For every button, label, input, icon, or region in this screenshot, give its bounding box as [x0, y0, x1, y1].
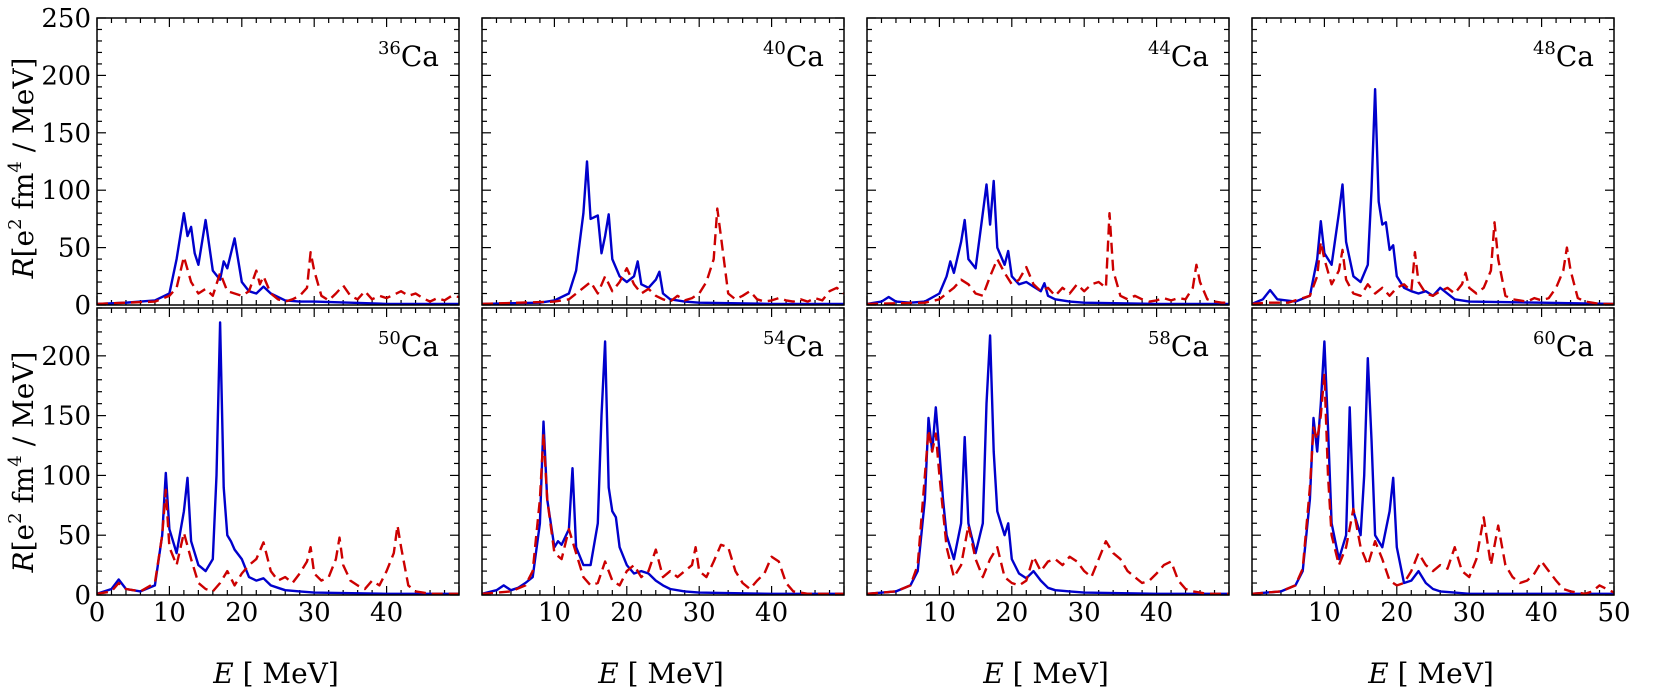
series-line-solid: [1251, 87, 1615, 306]
panel-frame: [96, 17, 460, 306]
y-tick-label: 250: [41, 4, 91, 34]
x-axis-label-3: E [ MeV]: [982, 657, 1109, 690]
series-line-solid: [481, 340, 844, 595]
y-tick-label: 100: [41, 461, 91, 491]
panel-40ca: 40Ca: [481, 17, 845, 306]
nucleus-label: 40Ca: [763, 38, 824, 73]
x-tick-label: 40: [1140, 598, 1173, 628]
series-line-solid: [1251, 340, 1614, 595]
x-tick-label: 30: [1453, 598, 1486, 628]
x-axis-label-4: E [ MeV]: [1367, 657, 1494, 690]
y-axis-label-top: R[e2 fm4 / MeV]: [5, 58, 40, 280]
panel-60ca: 10 20 30 40 50 60Ca: [1251, 307, 1631, 628]
nucleus-label: 44Ca: [1148, 38, 1209, 73]
series-line-solid: [96, 211, 459, 306]
nucleus-label: 58Ca: [1148, 328, 1209, 363]
y-tick-label: 100: [41, 176, 91, 206]
panel-frame: [96, 307, 460, 596]
y-tick-label: 150: [41, 119, 91, 149]
series-line-dashed: [481, 207, 845, 306]
y-axis-label-bottom: R[e2 fm4 / MeV]: [5, 352, 40, 574]
x-tick-label: 20: [610, 598, 643, 628]
x-tick-label: 20: [995, 598, 1028, 628]
y-tick-label: 200: [41, 61, 91, 91]
y-tick-label: 0: [74, 291, 91, 321]
x-tick-label: 50: [1597, 598, 1630, 628]
x-tick-label: 10: [923, 598, 956, 628]
x-tick-label: 10: [153, 598, 186, 628]
x-tick-label: 30: [683, 598, 716, 628]
series-line-dashed: [866, 211, 1229, 306]
x-axis-label-2: E [ MeV]: [597, 657, 724, 690]
x-tick-label: 40: [1525, 598, 1558, 628]
series-line-dashed: [866, 428, 1229, 595]
nucleus-label: 60Ca: [1533, 328, 1594, 363]
series-line-solid: [96, 321, 459, 595]
svg-text:R[e2 fm4 / MeV]: R[e2 fm4 / MeV]: [5, 58, 40, 280]
x-tick-label: 30: [1068, 598, 1101, 628]
series-line-dashed: [481, 432, 844, 595]
panel-frame: [481, 307, 845, 596]
nucleus-label: 48Ca: [1533, 38, 1594, 73]
y-tick-label: 150: [41, 402, 91, 432]
x-tick-label: 40: [370, 598, 403, 628]
x-tick-label: 10: [1308, 598, 1341, 628]
panel-54ca: 10 20 30 40 54Ca: [481, 307, 845, 628]
series-line-dashed: [1251, 221, 1614, 306]
panel-frame: [866, 307, 1230, 596]
x-tick-label: 20: [225, 598, 258, 628]
x-tick-label: 40: [755, 598, 788, 628]
nucleus-label: 50Ca: [378, 328, 439, 363]
nucleus-label: 54Ca: [763, 328, 824, 363]
panel-frame: [1251, 307, 1615, 596]
x-axis-label-1: E [ MeV]: [212, 657, 339, 690]
series-line-solid: [481, 160, 844, 306]
panel-48ca: 48Ca: [1251, 17, 1615, 306]
panel-frame: [866, 17, 1230, 306]
series-line-dashed: [96, 488, 459, 595]
panel-44ca: 44Ca: [866, 17, 1230, 306]
series-line-dashed: [96, 250, 460, 306]
y-tick-label: 200: [41, 342, 91, 372]
nucleus-label: 36Ca: [378, 38, 439, 73]
series-line-dashed: [1251, 372, 1615, 595]
y-tick-label: 50: [58, 521, 91, 551]
x-tick-label: 10: [538, 598, 571, 628]
svg-text:R[e2 fm4 / MeV]: R[e2 fm4 / MeV]: [5, 352, 40, 574]
y-tick-label: 50: [58, 234, 91, 264]
x-tick-label: 0: [89, 598, 106, 628]
panel-frame: [481, 17, 845, 306]
series-line-solid: [866, 179, 1229, 306]
panel-58ca: 10 20 30 40 58Ca: [866, 307, 1230, 628]
panel-50ca: 0 50 100 150 200 0 10 20 30 40 50Ca: [41, 307, 460, 628]
x-tick-label: 30: [298, 598, 331, 628]
series-line-solid: [866, 334, 1229, 595]
x-tick-label: 20: [1380, 598, 1413, 628]
panel-frame: [1251, 17, 1615, 306]
y-tick-label: 0: [74, 581, 91, 611]
panel-36ca: 0 50 100 150 200 250 36Ca: [41, 4, 460, 321]
